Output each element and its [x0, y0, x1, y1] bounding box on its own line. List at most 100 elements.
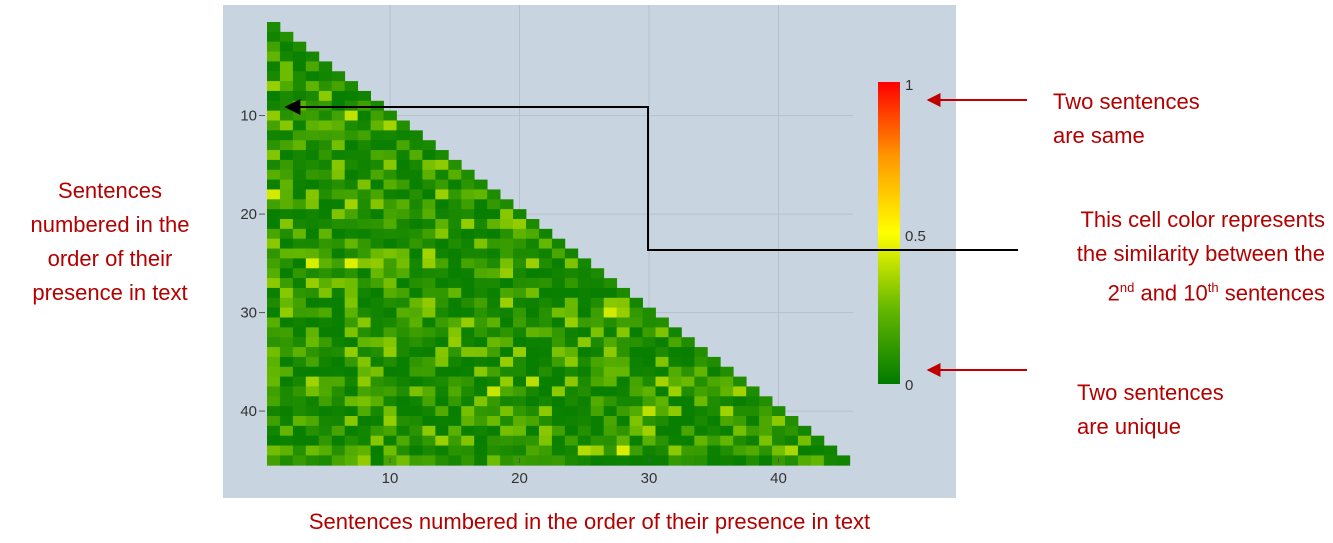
heatmap-cell-33-44 — [681, 445, 695, 456]
heatmap-cell-1-33 — [267, 337, 281, 348]
heatmap-cell-5-12 — [318, 130, 333, 141]
heatmap-cell-19-34 — [500, 347, 514, 358]
heatmap-cell-21-23 — [526, 238, 540, 249]
heatmap-cell-21-37 — [526, 376, 540, 387]
heatmap-cell-4-14 — [305, 150, 320, 161]
heatmap-cell-7-42 — [344, 425, 359, 437]
heatmap-cell-11-12 — [396, 130, 410, 141]
heatmap-cell-25-28 — [577, 287, 592, 299]
heatmap-cell-3-36 — [292, 366, 307, 377]
heatmap-cell-10-40 — [383, 406, 397, 417]
heatmap-cell-15-17 — [448, 179, 462, 190]
heatmap-cell-4-33 — [305, 337, 320, 348]
heatmap-cell-5-17 — [318, 179, 333, 190]
heatmap-cell-20-36 — [513, 366, 527, 377]
heatmap-cell-3-15 — [292, 159, 307, 171]
heatmap-cell-4-12 — [305, 130, 320, 141]
heatmap-cell-24-28 — [564, 287, 579, 299]
heatmap-cell-2-25 — [279, 258, 294, 269]
heatmap-cell-44-45 — [823, 455, 838, 466]
heatmap-cell-15-19 — [448, 199, 462, 210]
heatmap-cell-4-39 — [305, 396, 320, 407]
heatmap-cell-2-33 — [279, 337, 294, 348]
heatmap-cell-2-21 — [279, 219, 294, 230]
heatmap-cell-4-40 — [305, 406, 320, 417]
heatmap-cell-2-12 — [279, 130, 294, 141]
heatmap-cell-13-13 — [422, 140, 436, 151]
heatmap-cell-24-37 — [564, 376, 579, 387]
heatmap-cell-7-36 — [344, 366, 359, 377]
heatmap-cell-7-8 — [344, 90, 359, 102]
heatmap-cell-4-22 — [305, 228, 320, 240]
heatmap-cell-8-33 — [357, 337, 371, 348]
heatmap-cell-25-41 — [577, 416, 592, 427]
heatmap-cell-39-39 — [759, 396, 773, 407]
heatmap-cell-42-45 — [797, 455, 812, 466]
heatmap-cell-17-40 — [474, 406, 488, 417]
heatmap-cell-13-15 — [422, 159, 436, 171]
heatmap-cell-8-41 — [357, 416, 371, 427]
heatmap-cell-21-27 — [526, 278, 540, 289]
heatmap-cell-6-8 — [331, 90, 346, 102]
heatmap-cell-7-23 — [344, 238, 359, 249]
heatmap-cell-12-12 — [409, 130, 423, 141]
heatmap-cell-3-9 — [292, 100, 307, 112]
heatmap-cell-19-45 — [500, 455, 514, 466]
heatmap-cell-8-11 — [357, 120, 371, 131]
heatmap-cell-19-26 — [500, 268, 514, 279]
heatmap-cell-5-38 — [318, 386, 333, 397]
heatmap-cell-12-41 — [409, 416, 423, 427]
heatmap-cell-12-27 — [409, 278, 423, 289]
heatmap-cell-23-31 — [551, 317, 566, 328]
heatmap-cell-11-37 — [396, 376, 410, 387]
heatmap-cell-1-24 — [267, 248, 281, 259]
heatmap-cell-7-35 — [344, 356, 359, 368]
heatmap-cell-23-24 — [551, 248, 566, 259]
heatmap-cell-9-10 — [370, 110, 384, 121]
heatmap-cell-16-30 — [461, 307, 475, 318]
heatmap-cell-40-40 — [772, 406, 786, 417]
heatmap-cell-14-44 — [435, 445, 449, 456]
heatmap-cell-11-28 — [396, 287, 410, 299]
heatmap-cell-24-39 — [564, 396, 579, 407]
chart-panel: 10 20 30 40 10 20 30 40 1 0.5 0 — [223, 5, 956, 498]
heatmap-cell-30-40 — [642, 406, 656, 417]
heatmap-cell-18-18 — [487, 189, 501, 200]
heatmap-cell-4-37 — [305, 376, 320, 387]
heatmap-cell-7-16 — [344, 169, 359, 180]
heatmap-cell-6-35 — [331, 356, 346, 368]
heatmap-cell-2-39 — [279, 396, 294, 407]
heatmap-cell-1-42 — [267, 425, 281, 437]
cell-note-sup-1: nd — [1119, 280, 1135, 295]
heatmap-cell-35-38 — [707, 386, 721, 397]
heatmap-cell-9-41 — [370, 416, 384, 427]
heatmap-cell-25-43 — [577, 435, 592, 446]
heatmap-cell-18-31 — [487, 317, 501, 328]
heatmap-cell-8-20 — [357, 209, 371, 220]
heatmap-cell-23-41 — [551, 416, 566, 427]
heatmap-cell-35-44 — [707, 445, 721, 456]
heatmap-cell-7-17 — [344, 179, 359, 190]
heatmap-cell-17-21 — [474, 219, 488, 230]
heatmap-cell-30-33 — [642, 337, 656, 348]
heatmap-cell-14-32 — [435, 327, 449, 338]
heatmap-cell-28-37 — [616, 376, 630, 387]
heatmap-cell-32-40 — [668, 406, 682, 417]
heatmap-cell-26-38 — [590, 386, 605, 397]
heatmap-cell-34-39 — [694, 396, 708, 407]
heatmap-cell-33-33 — [681, 337, 695, 348]
heatmap-cell-11-13 — [396, 140, 410, 151]
heatmap-cell-38-38 — [746, 386, 760, 397]
heatmap-cell-6-30 — [331, 307, 346, 318]
heatmap-cell-20-20 — [513, 209, 527, 220]
heatmap-cell-6-14 — [331, 150, 346, 161]
heatmap-cell-1-2 — [267, 31, 281, 43]
heatmap-cell-31-35 — [655, 356, 669, 368]
heatmap-cell-9-19 — [370, 199, 384, 210]
heatmap-cell-16-29 — [461, 297, 475, 309]
heatmap-cell-33-37 — [681, 376, 695, 387]
y-tick-label-10: 10 — [240, 108, 257, 125]
heatmap-cell-3-14 — [292, 150, 307, 161]
heatmap-cell-19-42 — [500, 425, 514, 437]
heatmap-cell-2-16 — [279, 169, 294, 180]
